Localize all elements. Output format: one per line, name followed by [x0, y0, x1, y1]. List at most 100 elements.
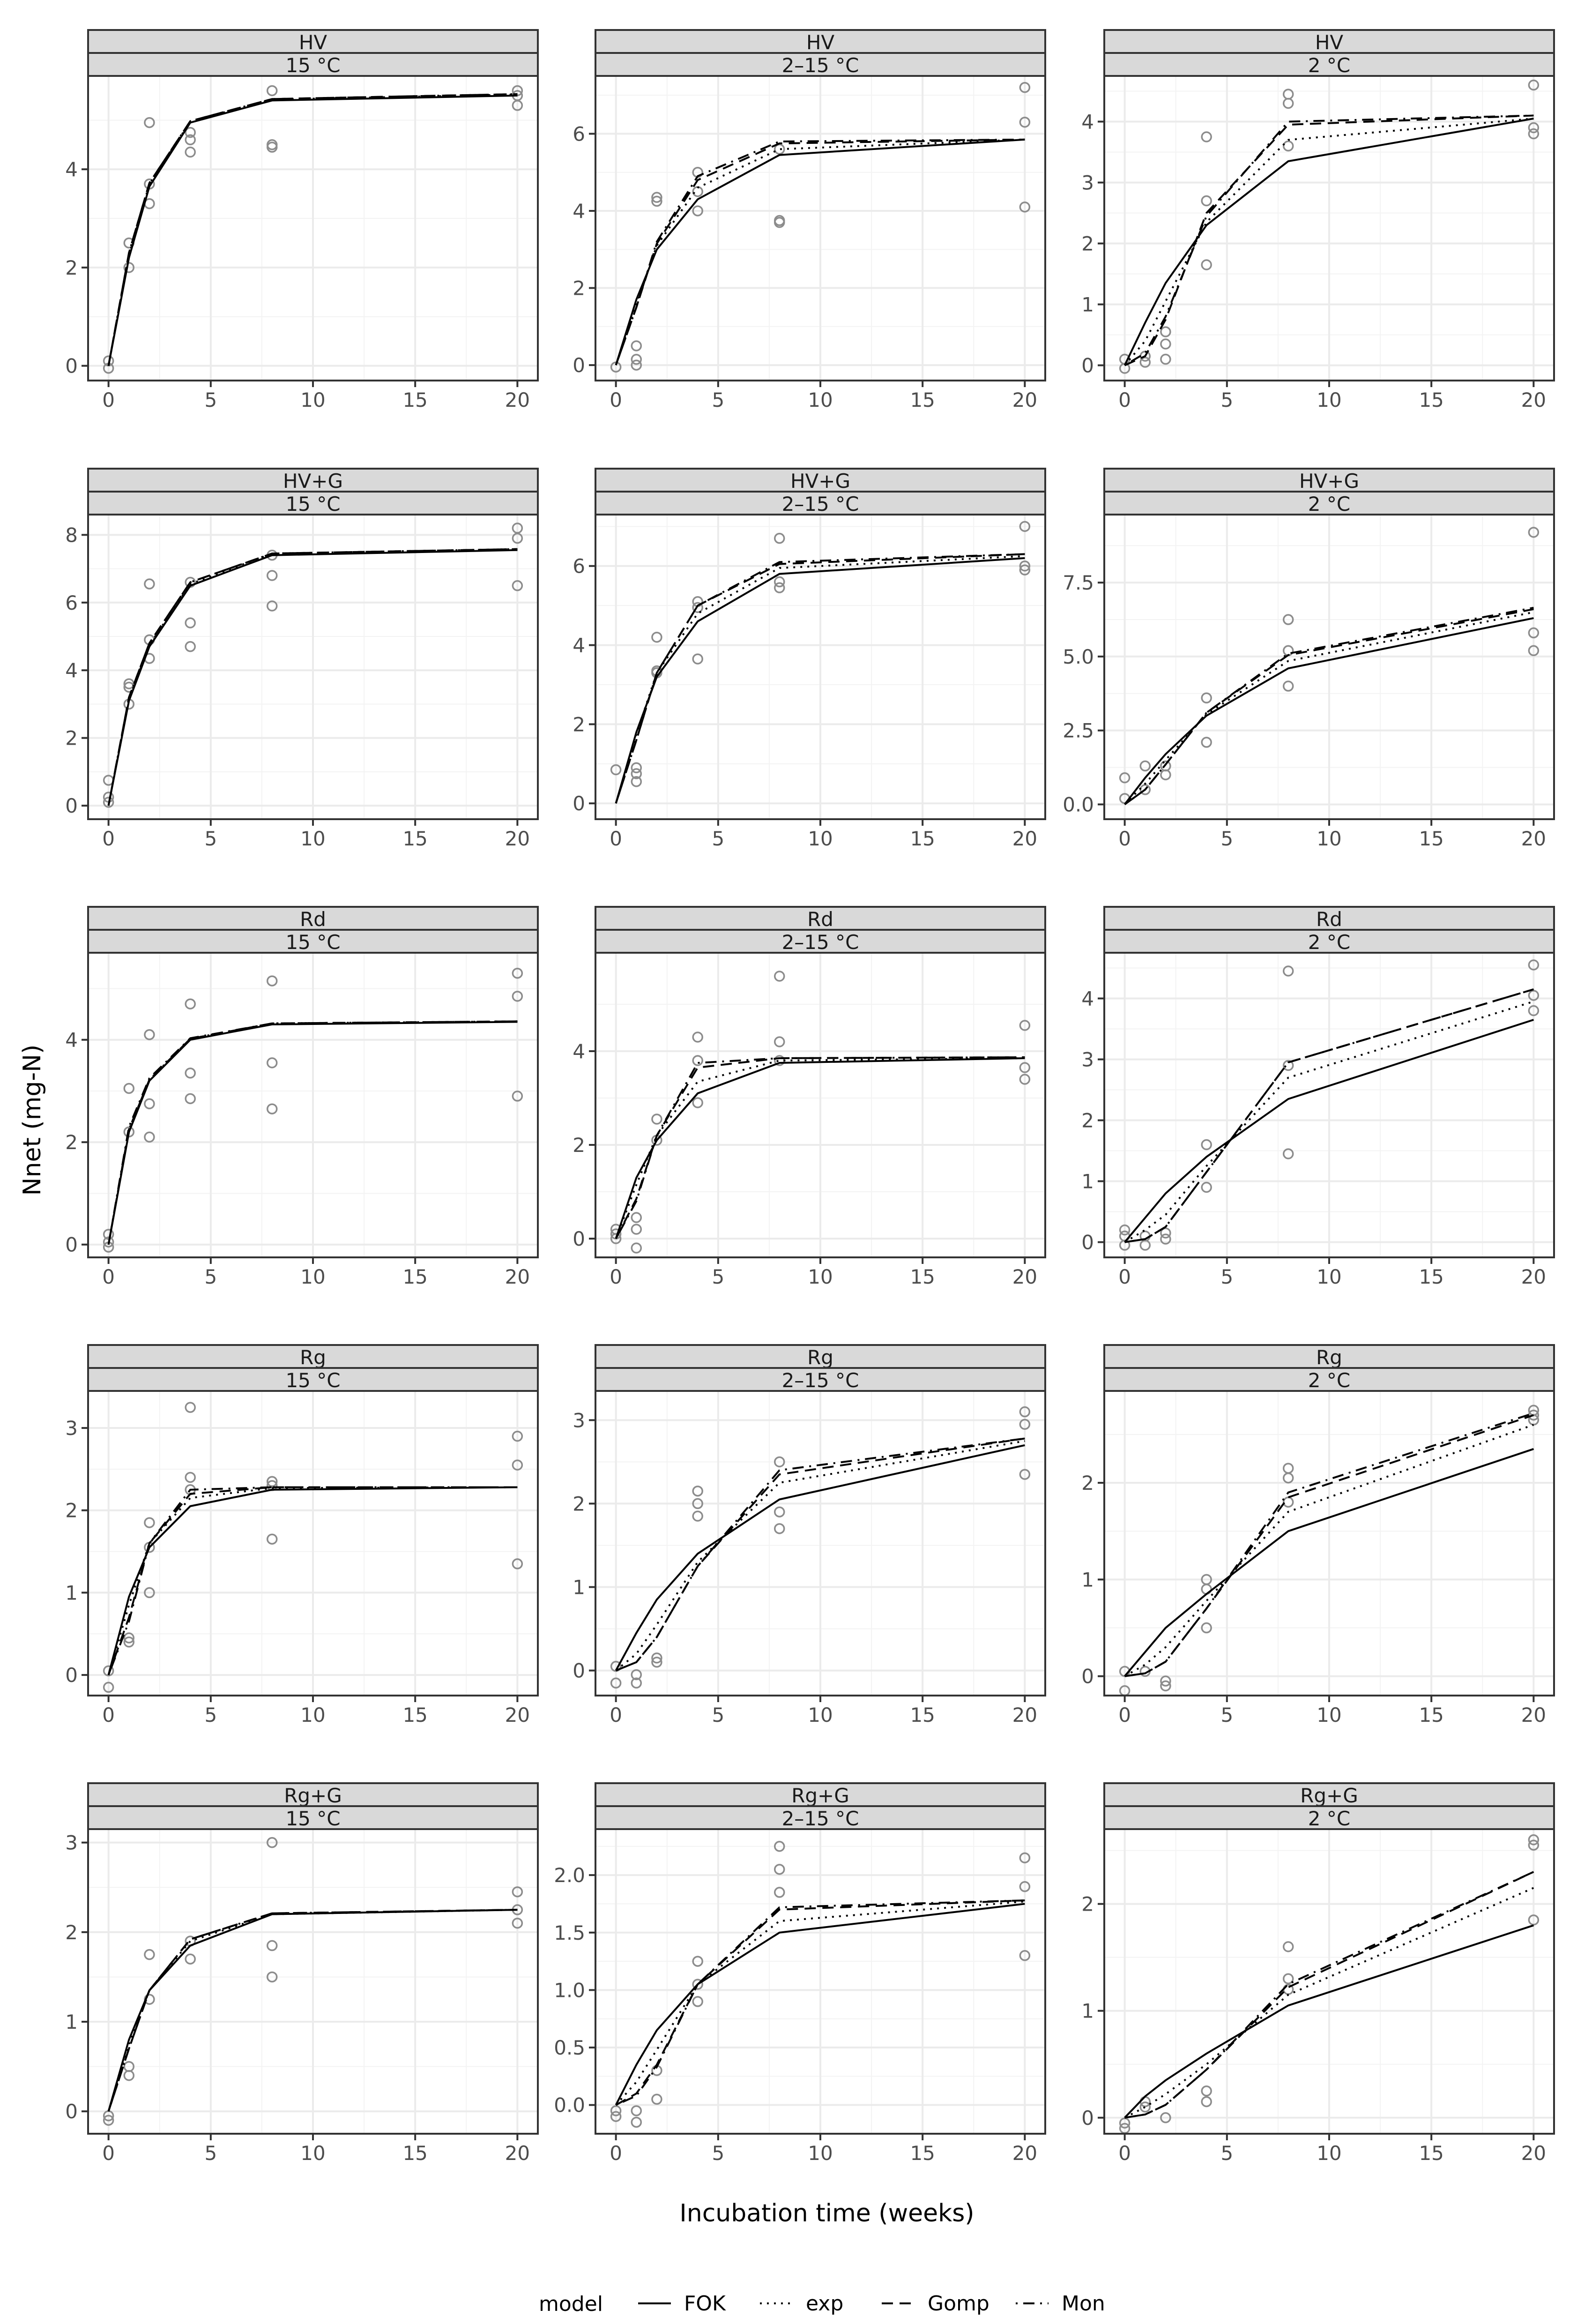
strip-temperature	[595, 1805, 1046, 1830]
data-point	[651, 631, 662, 643]
x-tick-label: 15	[402, 389, 427, 411]
y-tick-label: 1	[1081, 1170, 1094, 1193]
series-line-fok	[615, 1057, 1025, 1239]
panel-hv-g-15-c: HV+G15 °C 0 5 10 15 20 0 2 4 6 8	[65, 468, 539, 850]
strip-soil	[1103, 906, 1555, 931]
series-line-exp	[1124, 611, 1534, 805]
data-point	[1282, 680, 1294, 692]
strip-temperature-label: 2 °C	[1308, 931, 1350, 954]
y-tick-label: 6	[65, 591, 78, 614]
data-point	[1201, 1574, 1212, 1585]
x-tick-label: 5	[712, 827, 724, 850]
x-tick-label: 20	[505, 389, 530, 411]
strip-soil-label: HV+G	[1299, 470, 1359, 493]
y-tick-label: 0	[573, 792, 585, 815]
y-tick-label: 2	[1081, 232, 1094, 255]
strip-temperature-label: 15 °C	[285, 931, 340, 954]
x-tick-label: 15	[1419, 2142, 1443, 2165]
x-tick-label: 5	[1220, 2142, 1233, 2165]
x-tick-label: 0	[610, 827, 622, 850]
data-point	[651, 1657, 662, 1668]
strip-soil	[595, 1782, 1046, 1807]
strip-soil-label: Rg	[1316, 1346, 1342, 1369]
data-point	[651, 2093, 662, 2105]
data-point	[1528, 990, 1540, 1001]
data-point	[610, 1677, 622, 1689]
x-tick-label: 20	[1521, 389, 1546, 411]
x-tick-label: 10	[808, 2142, 833, 2165]
strip-soil-label: HV+G	[283, 470, 343, 493]
strip-soil-label: Rg+G	[1300, 1784, 1358, 1807]
x-tick-label: 20	[505, 1704, 530, 1726]
strip-soil	[87, 1344, 539, 1369]
data-point	[1528, 527, 1540, 538]
y-tick-label: 3	[1081, 172, 1094, 194]
series-line-fok	[107, 1909, 518, 2112]
data-point	[1019, 1419, 1031, 1430]
data-point	[1160, 353, 1171, 365]
series-line-fok	[615, 1444, 1025, 1671]
data-point	[631, 1224, 642, 1235]
data-point	[266, 1837, 278, 1848]
x-tick-label: 10	[808, 1704, 833, 1726]
panel-rd-2-15-c: Rd2–15 °C 0 5 10 15 20 0 2 4	[573, 906, 1046, 1288]
strip-temperature-label: 2 °C	[1308, 493, 1350, 516]
series-line-exp	[615, 1440, 1025, 1672]
y-tick-label: 4	[65, 1029, 78, 1052]
data-point	[144, 578, 155, 590]
data-point	[1019, 116, 1031, 128]
data-point	[512, 523, 523, 534]
data-point	[512, 967, 523, 979]
data-point	[1160, 760, 1171, 772]
data-point	[1528, 79, 1540, 91]
strip-soil-label: Rd	[1316, 908, 1342, 931]
x-tick-label: 15	[910, 1704, 935, 1726]
data-point	[512, 1558, 523, 1569]
data-point	[123, 1083, 135, 1094]
data-point	[631, 2116, 642, 2128]
data-point	[1282, 614, 1294, 625]
data-point	[185, 1067, 196, 1079]
y-tick-label: 2	[573, 277, 585, 300]
y-tick-label: 0	[1081, 354, 1094, 377]
legend-label: Gomp	[928, 2292, 989, 2316]
data-point	[1019, 1406, 1031, 1418]
legend-entry-mon: Mon	[1016, 2292, 1105, 2316]
y-tick-label: 0	[65, 355, 78, 378]
data-point	[266, 1103, 278, 1114]
data-point	[631, 2105, 642, 2116]
x-tick-label: 0	[1118, 1265, 1131, 1288]
series-line-fok	[1124, 1924, 1534, 2119]
data-point	[512, 1091, 523, 1102]
data-point	[1119, 772, 1131, 784]
y-tick-label: 2	[1081, 1109, 1094, 1132]
x-tick-label: 0	[102, 2142, 115, 2165]
data-point	[774, 532, 785, 544]
y-tick-label: 1	[65, 1581, 78, 1604]
x-tick-label: 15	[1419, 389, 1443, 411]
series-line-mon	[615, 1899, 1025, 2106]
y-tick-label: 2	[65, 1499, 78, 1522]
x-tick-label: 15	[910, 2142, 935, 2165]
data-point	[1019, 1469, 1031, 1480]
strip-temperature-label: 2–15 °C	[782, 931, 859, 954]
data-point	[1160, 1227, 1171, 1239]
data-point	[1282, 89, 1294, 100]
data-point	[103, 1665, 114, 1677]
strip-temperature	[595, 491, 1046, 516]
x-tick-label: 15	[1419, 1704, 1443, 1726]
data-point	[1019, 201, 1031, 213]
data-point	[185, 617, 196, 628]
strip-soil-label: HV	[806, 31, 835, 54]
data-point	[692, 1485, 703, 1497]
data-point	[266, 1533, 278, 1545]
series-line-gomp	[1124, 1414, 1534, 1677]
data-point	[266, 1940, 278, 1951]
series-line-gomp	[1124, 988, 1534, 1243]
data-point	[631, 1677, 642, 1689]
data-point	[185, 127, 196, 138]
y-tick-label: 2	[1081, 1893, 1094, 1916]
x-tick-label: 15	[402, 827, 427, 850]
